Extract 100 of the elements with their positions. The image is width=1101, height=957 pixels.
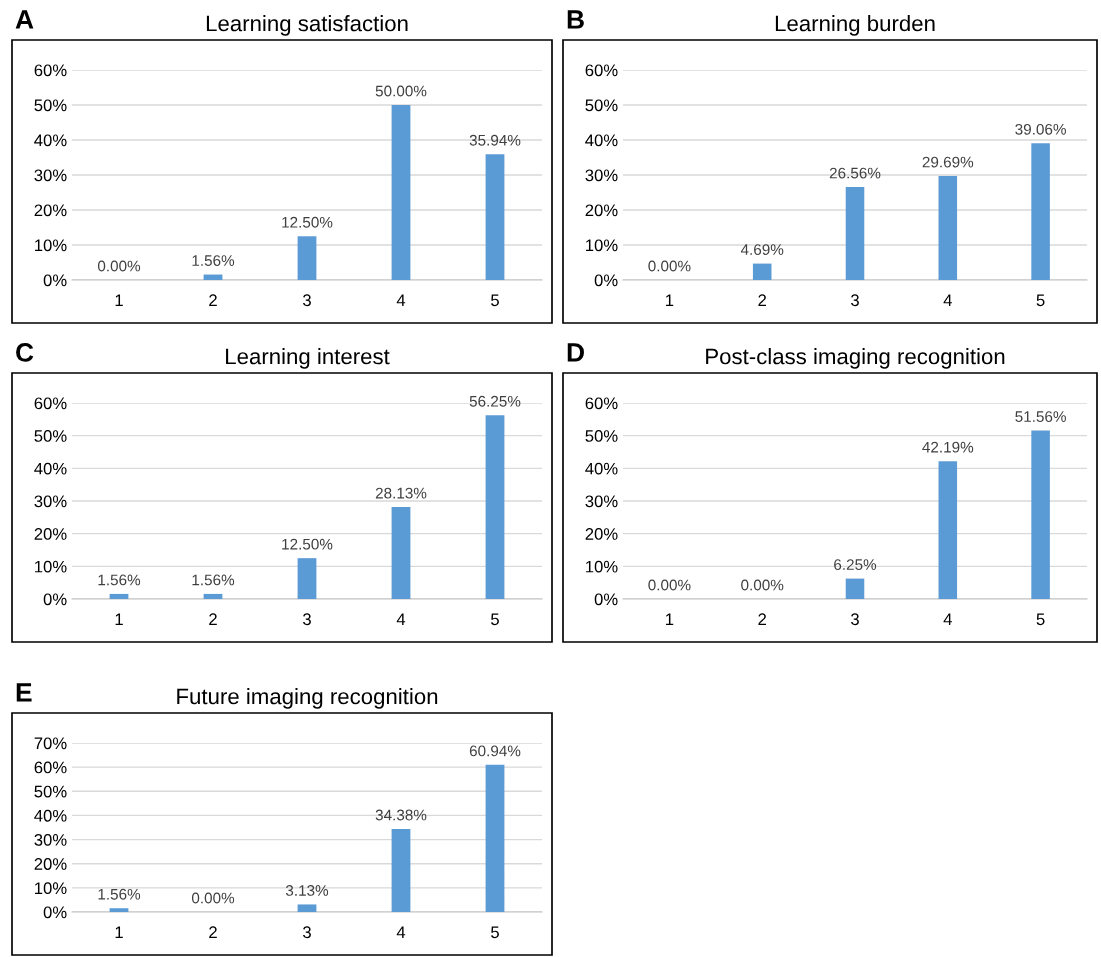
bar [845,187,865,280]
bar [297,236,317,280]
y-tick-label: 0% [43,274,67,287]
x-tick-label: 3 [303,926,311,939]
data-label: 29.69% [922,156,974,168]
y-tick-label: 30% [585,495,618,508]
chart-title: Post-class imaging recognition [706,348,1005,369]
data-label: 60.94% [469,745,521,757]
data-label: 39.06% [1015,123,1066,135]
data-label: 1.56% [98,574,141,586]
y-tick-label: 0% [594,274,618,287]
x-tick-label: 1 [666,294,674,306]
y-tick-label: 20% [34,528,67,540]
y-tick-label: 10% [586,239,618,252]
y-tick-label: 30% [34,833,67,846]
bar [485,415,505,599]
data-label: 50.00% [375,85,427,97]
chart-title: Learning interest [226,348,390,369]
x-tick-label: 4 [943,294,952,306]
y-tick-label: 50% [34,785,67,798]
data-label: 6.25% [834,559,877,571]
data-label: 1.56% [98,888,141,900]
y-tick-label: 10% [586,560,618,573]
y-tick-label: 20% [34,204,67,217]
data-label: 0.00% [741,579,784,591]
bar [391,105,411,280]
x-tick-label: 5 [491,613,499,626]
y-tick-label: 20% [34,858,67,870]
x-tick-label: 5 [491,294,499,307]
data-label: 0.00% [191,892,235,904]
y-tick-label: 50% [585,430,618,442]
bar [203,593,223,599]
data-label: 1.56% [192,255,235,266]
x-tick-label: 4 [396,294,406,306]
x-tick-label: 1 [666,613,674,625]
data-label: 12.50% [282,538,333,550]
x-tick-label: 5 [491,926,499,939]
data-label: 28.13% [375,487,427,499]
y-tick-label: 40% [585,134,618,147]
data-label: 0.00% [97,260,141,272]
y-tick-label: 50% [585,99,618,112]
x-tick-label: 2 [209,926,217,938]
text: C [16,343,34,362]
y-tick-label: 40% [34,809,67,822]
bar [109,593,129,599]
x-tick-label: 1 [115,926,123,938]
x-tick-label: 2 [209,294,217,306]
bar [938,461,958,599]
bar [752,263,772,280]
y-tick-label: 40% [585,462,618,475]
y-tick-label: 20% [585,528,618,540]
x-tick-label: 3 [303,613,311,626]
y-tick-label: 10% [35,882,67,895]
data-label: 0.00% [648,579,691,591]
x-tick-label: 2 [758,294,766,306]
chart-title: Learning satisfaction [206,15,408,36]
y-tick-label: 60% [34,397,67,410]
y-tick-label: 50% [34,430,67,442]
x-tick-label: 5 [1036,613,1045,626]
data-label: 4.69% [740,244,784,256]
y-tick-label: 40% [34,134,67,147]
bar [1031,143,1050,280]
data-label: 12.50% [282,216,333,228]
bar [297,558,317,599]
data-label: 1.56% [192,574,235,586]
y-tick-label: 0% [43,906,67,919]
bar [391,829,411,912]
x-tick-label: 4 [396,613,406,625]
x-tick-label: 1 [115,613,123,625]
text: E [16,683,32,702]
x-tick-label: 4 [943,613,952,625]
data-label: 35.94% [469,134,521,146]
x-tick-label: 2 [758,613,766,625]
y-tick-label: 20% [585,204,618,217]
x-tick-label: 1 [115,294,123,306]
x-tick-label: 3 [303,294,311,307]
bar [297,904,317,912]
bar [485,154,505,280]
bar [391,507,411,599]
x-tick-label: 3 [851,613,859,626]
y-tick-label: 50% [34,99,67,112]
bar [1031,430,1050,599]
y-tick-label: 70% [34,737,67,750]
y-tick-label: 0% [43,593,67,606]
chart-title: Future imaging recognition [177,688,438,709]
chart-title: Learning burden [775,15,935,36]
text: A [15,10,34,29]
text: B [567,10,584,29]
y-tick-label: 40% [34,462,67,475]
y-tick-label: 10% [35,239,67,252]
y-tick-label: 10% [35,560,67,573]
data-label: 34.38% [375,809,427,821]
data-label: 3.13% [285,885,329,896]
y-tick-label: 0% [594,593,618,606]
y-tick-label: 30% [585,169,618,182]
x-tick-label: 4 [396,926,406,938]
data-label: 26.56% [829,167,881,179]
y-tick-label: 30% [34,495,67,508]
text: D [567,343,584,362]
y-tick-label: 30% [34,169,67,182]
